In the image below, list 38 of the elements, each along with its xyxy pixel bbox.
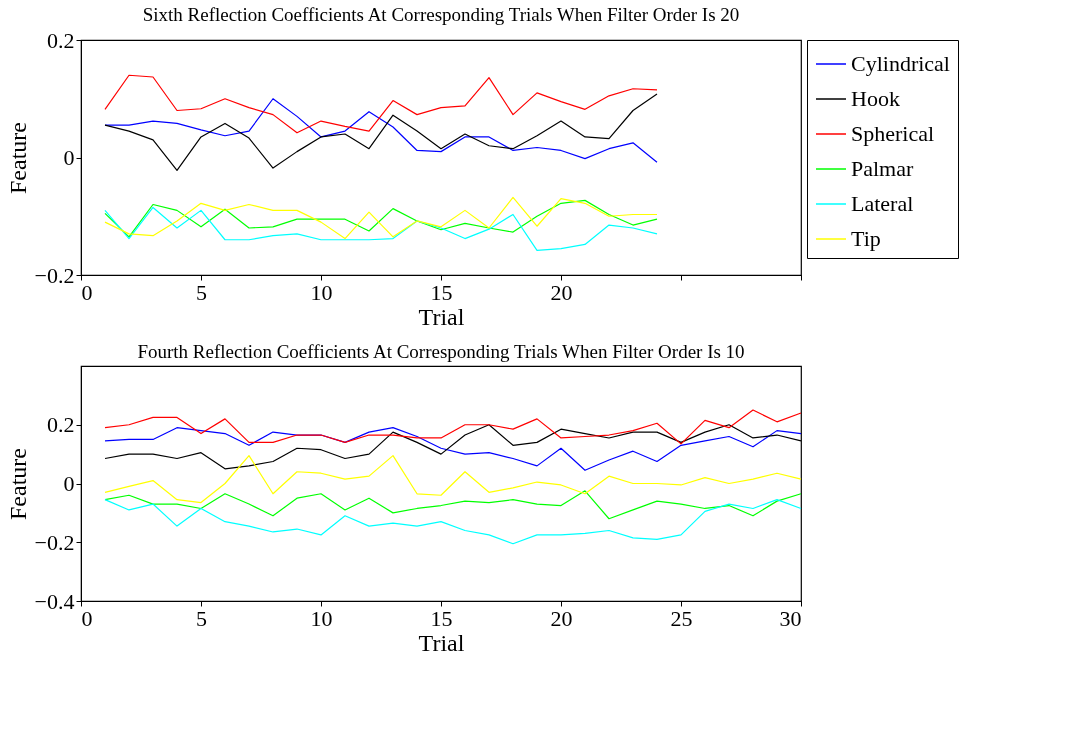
x-tick-label: 15: [430, 279, 453, 305]
legend-label: Cylindrical: [851, 51, 950, 76]
y-tick-label: −0.2: [34, 262, 75, 288]
y-tick-label: −0.4: [34, 588, 75, 614]
x-tick-label: 30: [779, 605, 802, 631]
line-series: [104, 206, 658, 251]
x-tick-label: 5: [196, 605, 207, 631]
legend-label: Lateral: [851, 191, 914, 216]
x-tick-label: 10: [310, 605, 333, 631]
line-series: [104, 490, 802, 520]
line-series: [104, 409, 802, 445]
y-tick-label: 0.2: [47, 27, 75, 53]
y-tick-label: 0.2: [47, 412, 75, 438]
line-series: [104, 499, 802, 545]
line-series: [104, 93, 658, 172]
chart-title: Sixth Reflection Coefficients At Corresponding Trials When Filter Order Is 20: [142, 4, 740, 25]
line-series: [104, 74, 658, 134]
line-series: [104, 454, 802, 504]
x-tick-label: 5: [196, 279, 207, 305]
x-tick-label: 0: [81, 279, 93, 305]
x-tick-label: 0: [81, 605, 93, 631]
legend-label: Tip: [851, 226, 881, 251]
x-axis-title: Trial: [418, 303, 465, 330]
legend-label: Palmar: [851, 156, 914, 181]
legend-label: Hook: [851, 86, 900, 111]
y-axis-title: Feature: [4, 448, 31, 520]
x-tick-label: 10: [310, 279, 333, 305]
y-tick-label: 0: [63, 145, 75, 170]
x-tick-label: 20: [550, 279, 573, 305]
y-tick-label: 0: [63, 471, 75, 496]
y-axis-title: Feature: [4, 122, 31, 194]
chart-title: Fourth Reflection Coefficients At Corresponding Trials When Filter Order Is 10: [137, 341, 745, 362]
x-axis-title: Trial: [418, 629, 465, 656]
legend-label: Spherical: [851, 121, 935, 146]
x-tick-label: 25: [670, 605, 693, 631]
x-tick-label: 15: [430, 605, 453, 631]
x-tick-label: 20: [550, 605, 573, 631]
y-tick-label: −0.2: [34, 529, 75, 555]
